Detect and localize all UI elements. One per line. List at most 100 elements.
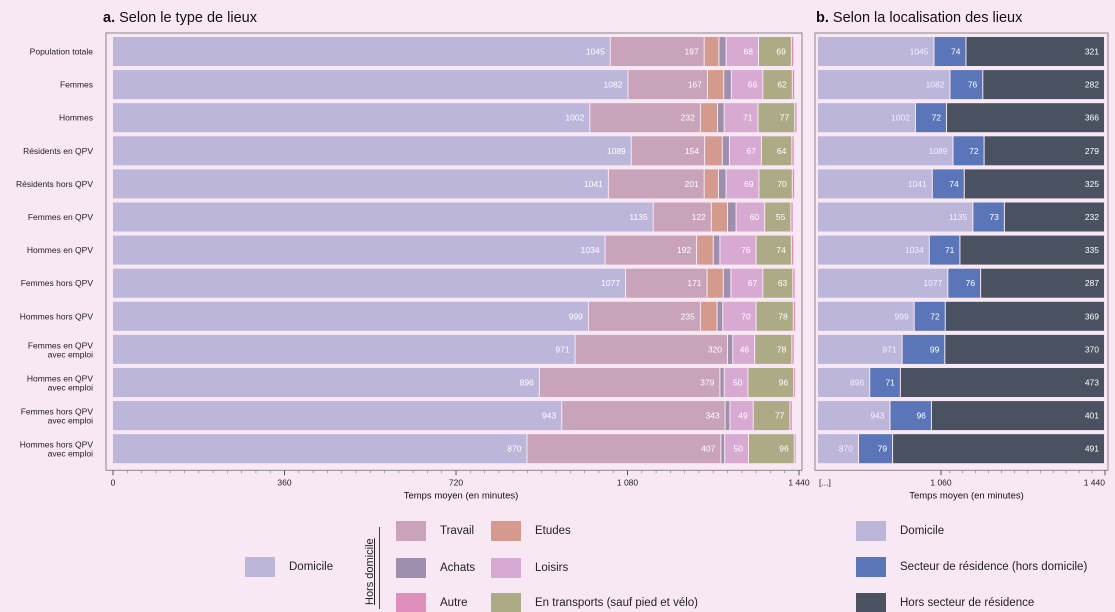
bar-a-segment bbox=[590, 103, 700, 133]
bar-a-segment bbox=[605, 235, 697, 265]
category-label: avec emploi bbox=[48, 383, 93, 393]
x-tick-label: 360 bbox=[277, 477, 291, 487]
bar-b-segment bbox=[966, 37, 1104, 66]
bar-a-segment bbox=[731, 268, 763, 298]
bar-a-segment bbox=[759, 169, 792, 199]
bar-a-value-label: 60 bbox=[750, 212, 760, 222]
bar-b-segment bbox=[818, 103, 915, 133]
legend-swatch-transports bbox=[491, 593, 521, 612]
legend-swatch-domicile bbox=[245, 557, 275, 577]
bar-a-segment bbox=[700, 301, 717, 331]
bar-a-segment bbox=[113, 169, 608, 199]
category-label: avec emploi bbox=[48, 416, 93, 426]
bar-b-segment bbox=[818, 268, 948, 298]
bar-b-segment bbox=[818, 301, 914, 331]
legend-autre: Autre bbox=[396, 593, 468, 612]
bar-b-value-label: 72 bbox=[930, 311, 940, 321]
bar-b-value-label: 321 bbox=[1085, 47, 1099, 57]
bar-a-value-label: 66 bbox=[748, 80, 758, 90]
bar-a-value-label: 201 bbox=[684, 179, 698, 189]
x-tick-label: 720 bbox=[449, 477, 463, 487]
bar-b-value-label: 491 bbox=[1085, 444, 1099, 454]
bar-a-value-label: 1045 bbox=[586, 47, 605, 57]
bar-a-value-label: 896 bbox=[520, 378, 534, 388]
panel-b-frame bbox=[814, 32, 1109, 471]
panel-b-letter: b. bbox=[816, 10, 829, 26]
bar-a-value-label: 1002 bbox=[565, 113, 584, 123]
bar-a-value-label: 67 bbox=[746, 146, 756, 156]
legend-swatch-b-domicile bbox=[856, 521, 886, 541]
legend-travail: Travail bbox=[396, 521, 474, 541]
bar-b-value-label: 232 bbox=[1085, 212, 1099, 222]
category-label: Femmes en QPV bbox=[28, 340, 94, 350]
bar-b-value-label: 71 bbox=[885, 378, 895, 388]
bar-a-segment bbox=[763, 268, 793, 298]
bar-a-segment bbox=[756, 235, 791, 265]
bar-b-value-label: 74 bbox=[949, 179, 959, 189]
bar-a-segment bbox=[705, 136, 722, 166]
legend-swatch-loisirs bbox=[491, 558, 521, 578]
bar-a-segment bbox=[631, 136, 705, 166]
bar-b-value-label: 1034 bbox=[905, 245, 924, 255]
legend-label-b-secteur: Secteur de résidence (hors domicile) bbox=[900, 561, 1088, 573]
bar-b-value-label: 473 bbox=[1085, 378, 1099, 388]
bar-b-segment bbox=[890, 401, 931, 431]
bar-a-value-label: 122 bbox=[692, 212, 706, 222]
bar-a-value-label: 1034 bbox=[581, 245, 600, 255]
bar-a-value-label: 62 bbox=[777, 80, 787, 90]
bar-b-value-label: 325 bbox=[1085, 179, 1099, 189]
bar-a-segment bbox=[791, 202, 793, 232]
bar-b-segment bbox=[870, 368, 900, 397]
bar-a-segment bbox=[718, 103, 724, 133]
bar-a-segment bbox=[708, 70, 724, 100]
bar-b-value-label: 99 bbox=[930, 344, 940, 354]
bar-a-value-label: 76 bbox=[741, 245, 751, 255]
axis-break-label: [...] bbox=[819, 477, 831, 487]
bar-a-value-label: 320 bbox=[708, 344, 722, 354]
bar-a-segment bbox=[733, 334, 755, 364]
x-axis-label-b: Temps moyen (en minutes) bbox=[909, 490, 1024, 501]
legend-label-domicile: Domicile bbox=[289, 561, 334, 573]
bar-a-segment bbox=[794, 368, 796, 397]
category-label: Hommes bbox=[59, 113, 93, 123]
category-label: Résidents hors QPV bbox=[16, 179, 93, 189]
bar-a-value-label: 192 bbox=[677, 245, 691, 255]
bar-b-value-label: 943 bbox=[870, 411, 884, 421]
bar-a-segment bbox=[718, 169, 726, 199]
bar-a-value-label: 1041 bbox=[584, 179, 603, 189]
bar-a-segment bbox=[792, 136, 794, 166]
bar-b-segment bbox=[818, 70, 950, 100]
bar-b-value-label: 1082 bbox=[926, 80, 945, 90]
bar-a-value-label: 96 bbox=[779, 444, 789, 454]
bar-a-segment bbox=[731, 70, 763, 100]
bar-a-segment bbox=[113, 37, 610, 66]
bar-a-segment bbox=[720, 368, 724, 397]
legend-swatch-achats bbox=[396, 558, 426, 578]
bar-a-segment bbox=[697, 235, 713, 265]
bar-a-value-label: 971 bbox=[555, 344, 569, 354]
bar-b-value-label: 369 bbox=[1085, 311, 1099, 321]
bar-a-value-label: 67 bbox=[748, 278, 758, 288]
bar-a-segment bbox=[704, 37, 719, 66]
bar-b-segment bbox=[818, 434, 858, 464]
bar-a-value-label: 379 bbox=[700, 378, 714, 388]
panel-a-title-text: Selon le type de lieux bbox=[119, 10, 257, 26]
category-label: Femmes hors QPV bbox=[21, 407, 94, 417]
bar-a-value-label: 50 bbox=[733, 378, 743, 388]
bar-b-segment bbox=[818, 235, 929, 265]
bar-a-value-label: 870 bbox=[507, 444, 521, 454]
legend-transports: En transports (sauf pied et vélo) bbox=[491, 593, 698, 612]
bar-a-segment bbox=[755, 334, 792, 364]
bar-a-segment bbox=[753, 401, 790, 431]
bar-b-segment bbox=[859, 434, 893, 464]
category-label: Population totale bbox=[30, 47, 94, 57]
x-tick-label: 1 060 bbox=[930, 477, 952, 487]
bar-a-segment bbox=[728, 334, 733, 364]
x-tick-label: 1 440 bbox=[788, 477, 810, 487]
category-label: Femmes en QPV bbox=[28, 212, 94, 222]
bar-b-value-label: 73 bbox=[989, 212, 999, 222]
panel-a-frame bbox=[105, 32, 803, 471]
bar-a-value-label: 49 bbox=[738, 411, 748, 421]
stacked-bar-chart: Population totale 1045 197 68 69 1045 74 321 Fem… bbox=[16, 32, 1109, 501]
bar-b-segment bbox=[932, 169, 964, 199]
